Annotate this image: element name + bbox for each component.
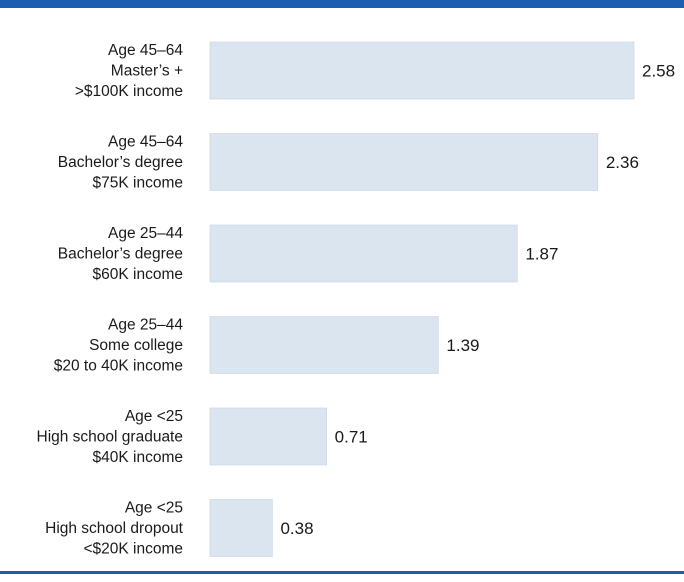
category-label-5: Age <25 High school graduate $40K income: [37, 408, 184, 466]
value-labels-group: 2.58 2.36 1.87 1.39 0.71 0.38: [280, 62, 675, 539]
value-label-1: 2.58: [642, 62, 675, 81]
bar-6: [209, 499, 273, 557]
category-label-3: Age 25–44 Bachelor’s degree $60K income: [58, 225, 184, 283]
category-label-4: Age 25–44 Some college $20 to 40K income: [54, 317, 184, 375]
category-label-2: Age 45–64 Bachelor’s degree $75K income: [58, 134, 184, 192]
category-label-6: Age <25 High school dropout <$20K income: [45, 500, 184, 558]
bar-5: [209, 407, 327, 466]
category-label-1: Age 45–64 Master’s + >$100K income: [75, 42, 184, 100]
value-label-5: 0.71: [335, 428, 368, 447]
bar-4: [209, 316, 439, 374]
category-labels-group: Age 45–64 Master’s + >$100K income Age 45–6…: [37, 42, 184, 558]
value-label-4: 1.39: [446, 336, 479, 355]
bar-1: [209, 41, 635, 100]
value-label-2: 2.36: [606, 153, 639, 172]
bars-group: [209, 41, 635, 557]
bar-2: [209, 133, 599, 191]
bar-3: [209, 224, 518, 283]
value-label-6: 0.38: [280, 519, 313, 538]
top-rule: [0, 0, 684, 8]
bottom-rule: [0, 571, 684, 574]
value-label-3: 1.87: [525, 245, 558, 264]
